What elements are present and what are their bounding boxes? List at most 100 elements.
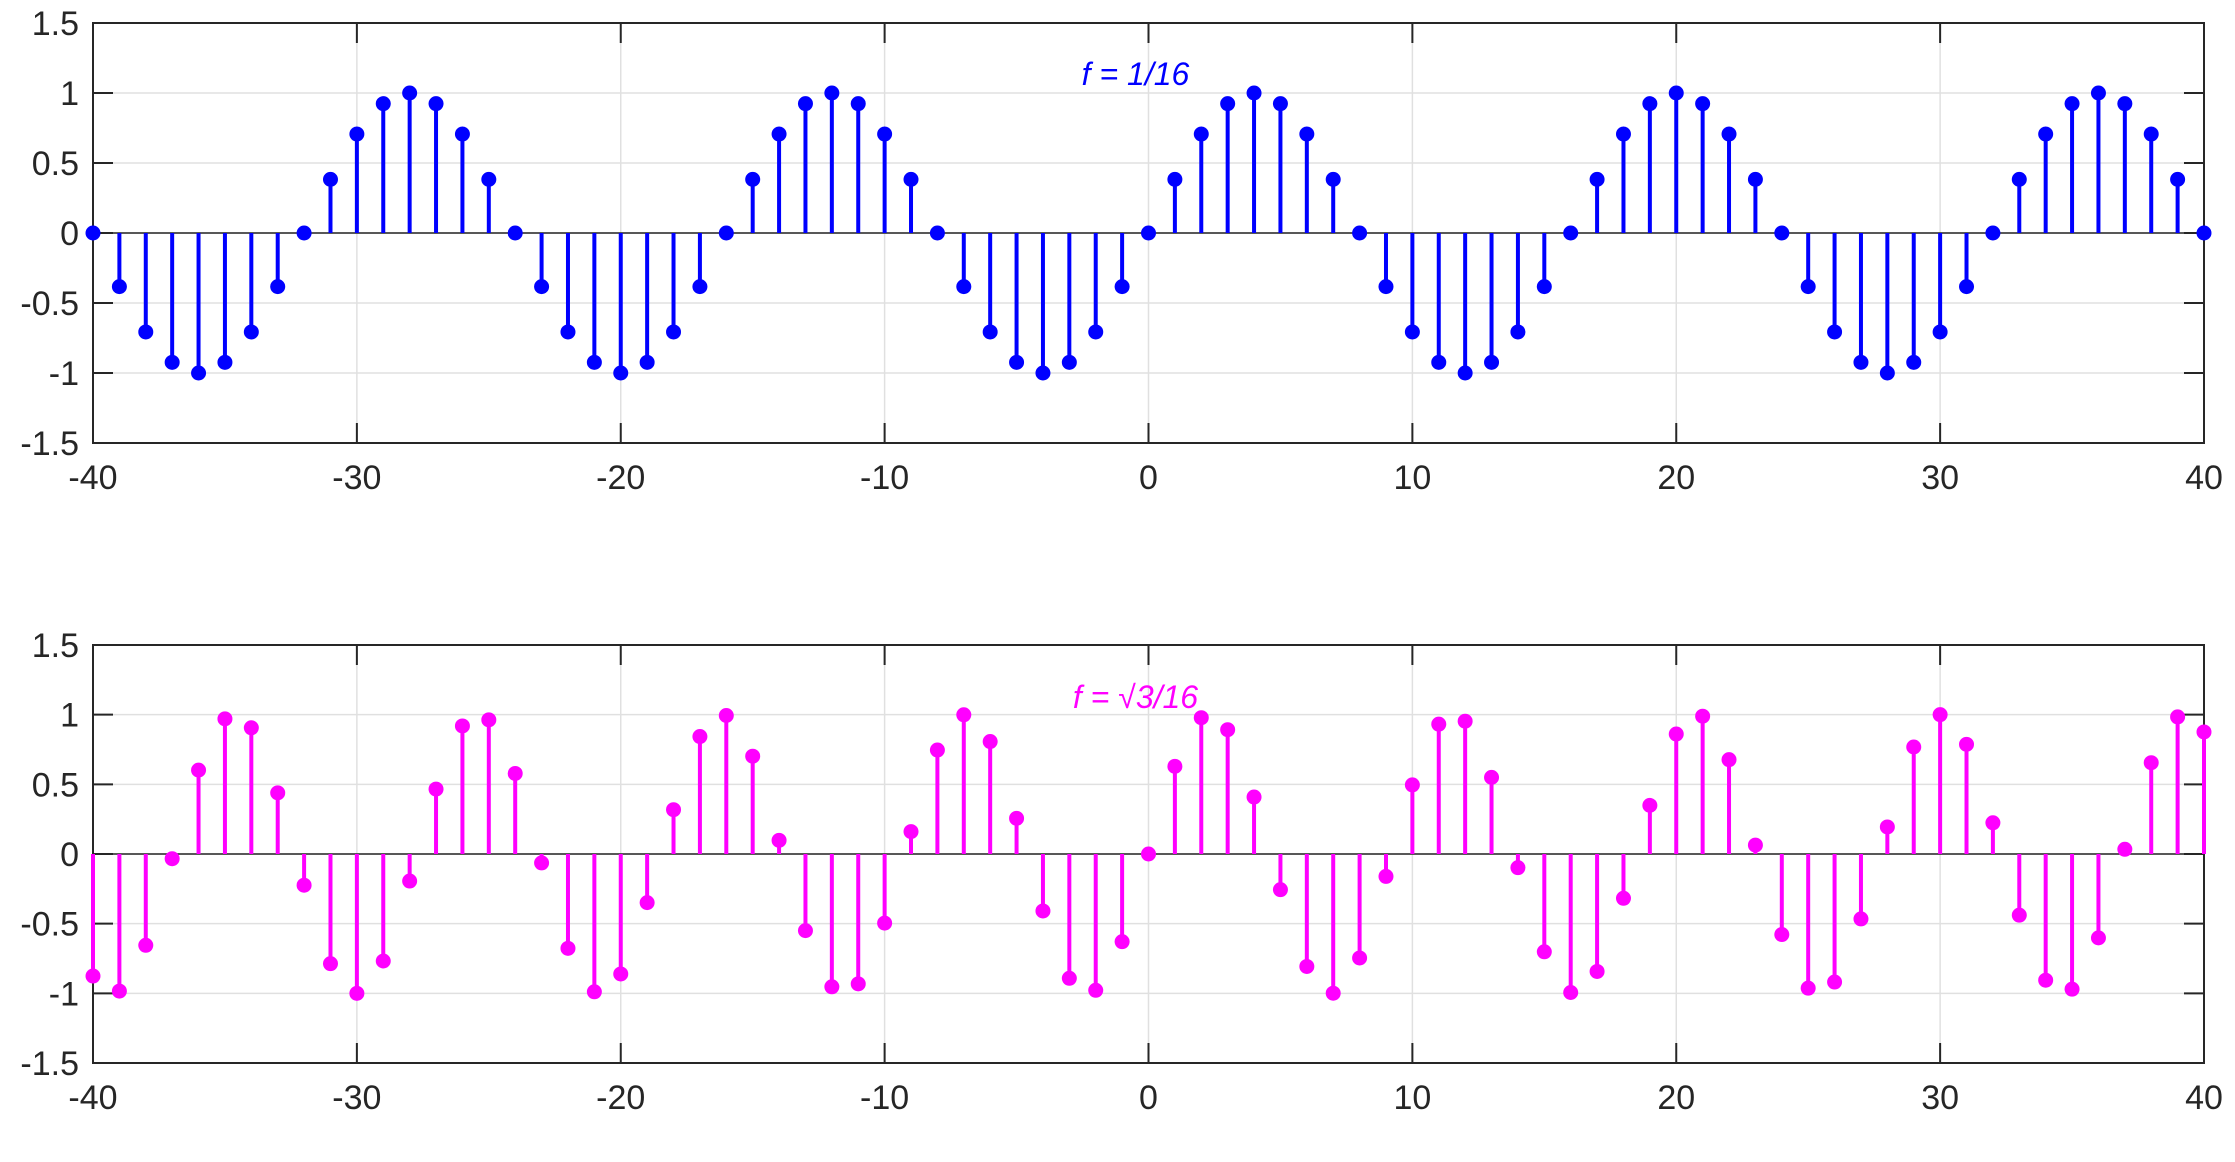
stem-marker (982, 734, 998, 750)
stem-marker (1114, 279, 1130, 295)
stem-marker (1510, 860, 1526, 876)
stem-marker (2196, 724, 2212, 740)
stem-marker (217, 711, 233, 727)
stem-marker (1299, 126, 1315, 142)
x-tick-label: -20 (596, 1079, 645, 1117)
stem-marker (243, 720, 259, 736)
stem-marker (2064, 96, 2080, 112)
stem-marker (2170, 709, 2186, 725)
y-tick-label: 0 (60, 215, 79, 253)
x-tick-label: 10 (1393, 1079, 1431, 1117)
stem-marker (1563, 225, 1579, 241)
stem-marker (666, 802, 682, 818)
stem-marker (1061, 970, 1077, 986)
stem-marker (1721, 126, 1737, 142)
stem-marker (85, 968, 101, 984)
stem-marker (2117, 96, 2133, 112)
stem-marker (1959, 736, 1975, 752)
x-tick-label: 40 (2185, 459, 2223, 497)
stem-marker (982, 324, 998, 340)
plot-title: f = √3/16 (1073, 679, 1198, 715)
stem-marker (1721, 752, 1737, 768)
stem-marker (507, 765, 523, 781)
stem-marker (1985, 225, 2001, 241)
stem-marker (1536, 944, 1552, 960)
stem-marker (1457, 713, 1473, 729)
stem-marker (850, 976, 866, 992)
stem-marker (1827, 974, 1843, 990)
stem-marker (1615, 126, 1631, 142)
stem-marker (929, 742, 945, 758)
y-tick-label: 0 (60, 836, 79, 874)
x-tick-label: 30 (1921, 1079, 1959, 1117)
stem-marker (692, 729, 708, 745)
stem-marker (692, 279, 708, 295)
stem-marker (1061, 354, 1077, 370)
stem-marker (1352, 950, 1368, 966)
stem-marker (322, 956, 338, 972)
x-tick-label: -10 (860, 459, 909, 497)
stem-marker (1906, 354, 1922, 370)
stem-marker (1404, 324, 1420, 340)
x-tick-label: -30 (332, 459, 381, 497)
stem-marker (1615, 890, 1631, 906)
stem-marker (1088, 982, 1104, 998)
stem-marker (1774, 225, 1790, 241)
stem-marker (164, 354, 180, 370)
stem-marker (1457, 365, 1473, 381)
stem-marker (1325, 171, 1341, 187)
stem-marker (1484, 354, 1500, 370)
stem-marker (1141, 846, 1156, 862)
stem-marker (1879, 365, 1895, 381)
stem-marker (1695, 96, 1711, 112)
y-tick-label: 1.5 (32, 627, 79, 665)
stem-marker (613, 365, 629, 381)
stem-marker (1959, 279, 1975, 295)
stem-marker (2090, 85, 2106, 101)
stem-marker (1431, 716, 1447, 732)
stem-marker (1009, 354, 1025, 370)
stem-marker (666, 324, 682, 340)
stem-marker (1299, 958, 1315, 974)
stem-marker (771, 126, 787, 142)
y-tick-label: -1.5 (20, 1045, 79, 1083)
stem-marker (1035, 903, 1051, 919)
stem-marker (1642, 96, 1658, 112)
plot-title: f = 1/16 (1082, 56, 1190, 92)
x-tick-label: 30 (1921, 459, 1959, 497)
stem-marker (1879, 819, 1895, 835)
stem-marker (560, 324, 576, 340)
stem-marker (1510, 324, 1526, 340)
stem-marker (375, 953, 391, 969)
y-tick-label: -0.5 (20, 906, 79, 944)
stem-marker (138, 324, 154, 340)
stem-marker (1378, 279, 1394, 295)
stem-marker (2090, 930, 2106, 946)
stem-marker (1642, 797, 1658, 813)
y-tick-label: 0.5 (32, 766, 79, 804)
stem-marker (1167, 758, 1183, 774)
stem-marker (349, 985, 365, 1001)
stem-marker (1431, 354, 1447, 370)
stem-marker (1906, 739, 1922, 755)
stem-marker (1932, 324, 1948, 340)
stem-marker (191, 762, 207, 778)
stem-marker (1695, 708, 1711, 724)
stem-marker (639, 354, 655, 370)
y-tick-label: -1 (49, 975, 79, 1013)
stem-marker (138, 937, 154, 953)
y-tick-label: -1 (49, 355, 79, 393)
stem-marker (1484, 769, 1500, 785)
stem-marker (745, 748, 761, 764)
x-tick-label: 20 (1657, 459, 1695, 497)
stem-marker (1404, 777, 1420, 793)
stem-marker (718, 708, 734, 724)
stem-marker (111, 983, 127, 999)
stem-marker (560, 940, 576, 956)
stem-marker (1668, 726, 1684, 742)
stem-marker (2143, 755, 2159, 771)
stem-marker (1246, 85, 1262, 101)
stem-marker (507, 225, 523, 241)
stem-marker (270, 279, 286, 295)
